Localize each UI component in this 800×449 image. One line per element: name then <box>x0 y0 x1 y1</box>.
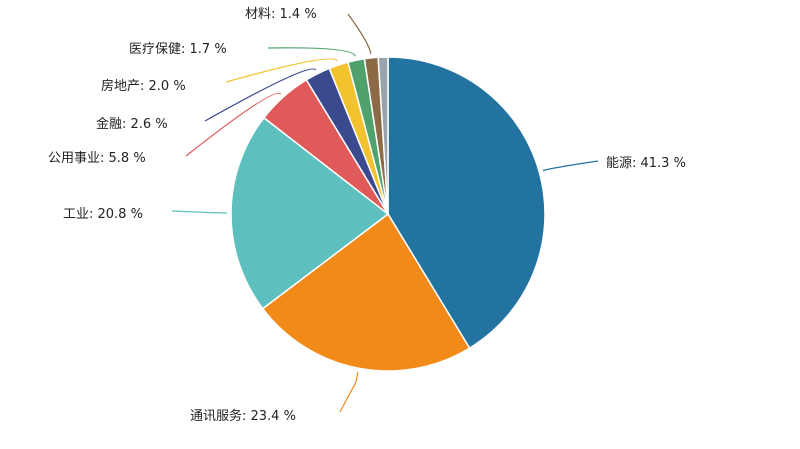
leader-line <box>542 160 599 172</box>
leader-line <box>339 371 359 413</box>
data-label-health-care: 医疗保健: 1.7 % <box>129 42 227 57</box>
data-label-real-estate: 房地产: 2.0 % <box>101 78 186 94</box>
data-label-materials: 材料: 1.4 % <box>245 7 317 22</box>
leader-lines <box>171 13 599 413</box>
data-labels: 能源: 41.3 % 通讯服务: 23.4 % 工业: 20.8 % 公用事业:… <box>48 7 686 424</box>
leader-line <box>171 210 228 214</box>
pie-slice <box>387 56 546 350</box>
data-label-financials: 金融: 2.6 % <box>96 116 168 132</box>
leader-line <box>267 47 356 57</box>
leader-line <box>347 13 372 55</box>
data-label-utilities: 公用事业: 5.8 % <box>48 151 146 166</box>
leader-line <box>204 68 317 122</box>
pie-slices <box>230 56 546 372</box>
leader-line <box>185 92 282 157</box>
pie-slice <box>377 56 389 215</box>
pie-slice <box>230 116 390 310</box>
leader-line <box>225 58 338 83</box>
data-label-communication-services: 通讯服务: 23.4 % <box>190 408 296 424</box>
pie-slice <box>261 212 471 372</box>
data-label-energy: 能源: 41.3 % <box>606 156 686 171</box>
data-label-industrials: 工业: 20.8 % <box>63 207 143 222</box>
